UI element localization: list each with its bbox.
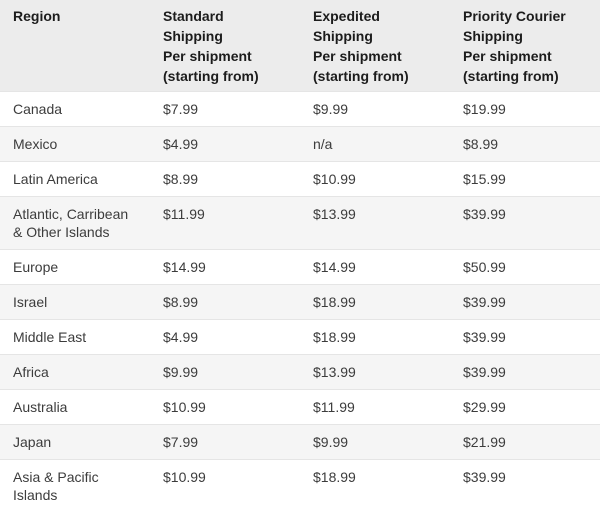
table-header-row: Region Standard Shipping Per shipment (s… — [0, 0, 600, 92]
standard-price-cell: $7.99 — [150, 424, 300, 460]
region-cell: Japan — [0, 424, 150, 460]
expedited-price-cell: $11.99 — [300, 389, 450, 425]
table-row: Latin America $8.99 $10.99 $15.99 — [0, 161, 600, 197]
expedited-price-cell: $9.99 — [300, 91, 450, 127]
table-row: Canada $7.99 $9.99 $19.99 — [0, 91, 600, 127]
standard-price-cell: $9.99 — [150, 354, 300, 390]
priority-price-cell: $39.99 — [450, 284, 600, 320]
region-cell: Canada — [0, 91, 150, 127]
column-header-expedited-shipping: Expedited Shipping Per shipment (startin… — [300, 0, 450, 92]
column-header-region: Region — [0, 0, 150, 92]
expedited-price-cell: $9.99 — [300, 424, 450, 460]
region-cell: Mexico — [0, 126, 150, 162]
standard-price-cell: $8.99 — [150, 161, 300, 197]
priority-price-cell: $39.99 — [450, 196, 600, 250]
standard-price-cell: $10.99 — [150, 459, 300, 510]
table-row: Asia & Pacific Islands $10.99 $18.99 $39.99 — [0, 459, 600, 510]
column-header-standard-shipping: Standard Shipping Per shipment (starting… — [150, 0, 300, 92]
priority-price-cell: $8.99 — [450, 126, 600, 162]
priority-price-cell: $39.99 — [450, 459, 600, 510]
region-cell: Europe — [0, 249, 150, 285]
priority-price-cell: $39.99 — [450, 319, 600, 355]
priority-price-cell: $19.99 — [450, 91, 600, 127]
region-cell: Atlantic, Carribean & Other Islands — [0, 196, 150, 250]
region-cell: Latin America — [0, 161, 150, 197]
table-body: Canada $7.99 $9.99 $19.99 Mexico $4.99 n/a $8.9… — [0, 91, 600, 510]
priority-price-cell: $15.99 — [450, 161, 600, 197]
priority-price-cell: $39.99 — [450, 354, 600, 390]
region-cell: Middle East — [0, 319, 150, 355]
expedited-price-cell: $18.99 — [300, 459, 450, 510]
column-header-priority-courier-shipping: Priority Courier Shipping Per shipment (… — [450, 0, 600, 92]
priority-price-cell: $29.99 — [450, 389, 600, 425]
standard-price-cell: $8.99 — [150, 284, 300, 320]
expedited-price-cell: n/a — [300, 126, 450, 162]
expedited-price-cell: $18.99 — [300, 284, 450, 320]
standard-price-cell: $7.99 — [150, 91, 300, 127]
table-row: Australia $10.99 $11.99 $29.99 — [0, 389, 600, 425]
table-row: Mexico $4.99 n/a $8.99 — [0, 126, 600, 162]
table-row: Africa $9.99 $13.99 $39.99 — [0, 354, 600, 390]
standard-price-cell: $11.99 — [150, 196, 300, 250]
table-row: Middle East $4.99 $18.99 $39.99 — [0, 319, 600, 355]
region-cell: Israel — [0, 284, 150, 320]
table-row: Israel $8.99 $18.99 $39.99 — [0, 284, 600, 320]
table-row: Europe $14.99 $14.99 $50.99 — [0, 249, 600, 285]
expedited-price-cell: $13.99 — [300, 354, 450, 390]
region-cell: Asia & Pacific Islands — [0, 459, 150, 510]
standard-price-cell: $4.99 — [150, 126, 300, 162]
priority-price-cell: $21.99 — [450, 424, 600, 460]
region-cell: Africa — [0, 354, 150, 390]
expedited-price-cell: $18.99 — [300, 319, 450, 355]
table-row: Atlantic, Carribean & Other Islands $11.9… — [0, 196, 600, 250]
standard-price-cell: $10.99 — [150, 389, 300, 425]
expedited-price-cell: $10.99 — [300, 161, 450, 197]
expedited-price-cell: $13.99 — [300, 196, 450, 250]
region-cell: Australia — [0, 389, 150, 425]
standard-price-cell: $4.99 — [150, 319, 300, 355]
table-row: Japan $7.99 $9.99 $21.99 — [0, 424, 600, 460]
expedited-price-cell: $14.99 — [300, 249, 450, 285]
priority-price-cell: $50.99 — [450, 249, 600, 285]
standard-price-cell: $14.99 — [150, 249, 300, 285]
